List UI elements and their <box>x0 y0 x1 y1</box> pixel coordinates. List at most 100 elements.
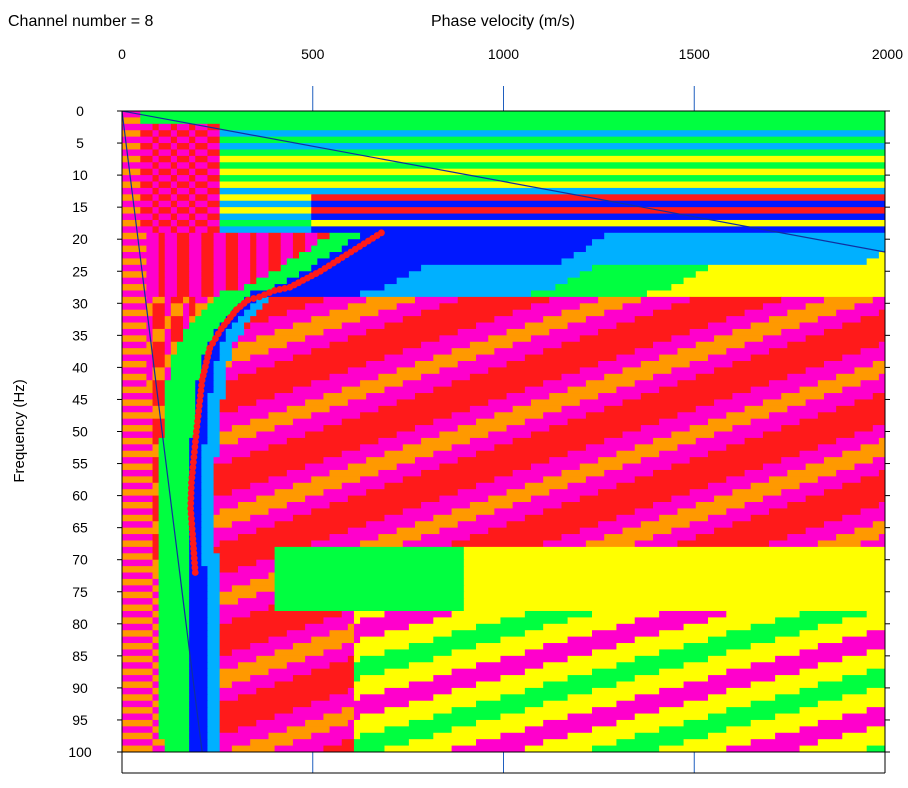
heatmap-cell <box>195 309 202 317</box>
heatmap-cell <box>201 527 215 535</box>
heatmap-cell <box>384 354 434 362</box>
heatmap-cell <box>122 585 154 593</box>
heatmap-cell <box>207 591 221 599</box>
heatmap-cell <box>152 219 160 227</box>
heatmap-cell <box>268 604 276 612</box>
heatmap-cell <box>152 200 160 208</box>
heatmap-cell <box>305 335 349 343</box>
heatmap-cell <box>506 393 550 401</box>
heatmap-cell <box>347 495 441 503</box>
heatmap-cell <box>207 187 221 195</box>
heatmap-cell <box>292 232 306 240</box>
heatmap-cell <box>616 739 685 747</box>
heatmap-cell <box>683 662 752 670</box>
heatmap-cell <box>213 527 257 535</box>
heatmap-cell <box>152 309 166 317</box>
heatmap-cell <box>384 514 434 522</box>
heatmap-cell <box>646 290 885 298</box>
heatmap-cell <box>567 482 618 490</box>
heatmap-cell <box>323 649 355 657</box>
heatmap-cell <box>152 739 166 747</box>
heatmap-cell <box>122 630 154 638</box>
heatmap-cell <box>250 610 343 618</box>
heatmap-cell <box>122 726 154 734</box>
heatmap-cell <box>476 514 526 522</box>
heatmap-cell <box>353 643 410 651</box>
heatmap-cell <box>152 360 166 368</box>
heatmap-cell <box>140 143 154 151</box>
heatmap-cell <box>842 732 885 740</box>
heatmap-cell <box>122 502 154 510</box>
heatmap-cell <box>201 495 215 503</box>
heatmap-cell <box>158 643 190 651</box>
heatmap-cell <box>219 194 312 202</box>
heatmap-cell <box>207 348 221 356</box>
heatmap-cell <box>189 617 209 625</box>
heatmap-cell <box>439 463 532 471</box>
heatmap-cell <box>237 335 257 343</box>
heatmap-cell <box>219 226 312 234</box>
heatmap-cell <box>122 143 141 151</box>
x-tick-label: 1000 <box>488 46 519 62</box>
heatmap-cell <box>781 457 825 465</box>
heatmap-cell <box>360 732 434 740</box>
heatmap-cell <box>122 309 154 317</box>
heatmap-cell <box>408 739 477 747</box>
heatmap-cell <box>207 700 221 708</box>
heatmap-cell <box>219 694 239 702</box>
heatmap-cell <box>659 745 727 752</box>
heatmap-cell <box>152 636 160 644</box>
heatmap-cell <box>463 553 885 561</box>
heatmap-cell <box>189 200 196 208</box>
heatmap-cell <box>122 232 148 240</box>
heatmap-cell <box>311 668 355 676</box>
curve-point <box>187 489 195 497</box>
heatmap-cell <box>237 264 251 272</box>
y-tick-label: 50 <box>72 424 88 440</box>
heatmap-cell <box>140 168 154 176</box>
heatmap-cell <box>268 245 282 253</box>
heatmap-cell <box>122 604 154 612</box>
heatmap-cell <box>549 489 599 497</box>
heatmap-cell <box>592 630 660 638</box>
heatmap-cell <box>707 354 752 362</box>
heatmap-cell <box>122 373 148 381</box>
heatmap-cell <box>823 296 874 304</box>
heatmap-cell <box>152 482 160 490</box>
heatmap-cell <box>213 296 245 304</box>
heatmap-cell <box>579 495 672 503</box>
heatmap-cell <box>189 187 196 195</box>
heatmap-cell <box>457 489 508 497</box>
heatmap-cell <box>122 713 154 721</box>
heatmap-cell <box>158 732 190 740</box>
curve-point <box>195 402 203 410</box>
heatmap-cell <box>195 136 209 144</box>
heatmap-cell <box>164 303 172 311</box>
heatmap-cell <box>360 636 434 644</box>
heatmap-cell <box>219 707 294 715</box>
heatmap-cell <box>689 425 733 433</box>
heatmap-cell <box>305 719 349 727</box>
heatmap-cell <box>189 284 202 292</box>
heatmap-cell <box>860 316 885 324</box>
heatmap-cell <box>219 662 239 670</box>
heatmap-cell <box>866 726 885 734</box>
heatmap-cell <box>451 348 495 356</box>
heatmap-cell <box>823 328 885 336</box>
heatmap-cell <box>421 309 514 317</box>
heatmap-cell <box>677 508 727 516</box>
heatmap-cell <box>219 732 270 740</box>
heatmap-cell <box>201 559 221 567</box>
heatmap-cell <box>213 476 270 484</box>
heatmap-cell <box>274 585 465 593</box>
heatmap-cell <box>170 322 184 330</box>
heatmap-cell <box>872 425 885 433</box>
heatmap-cell <box>158 700 190 708</box>
heatmap-cell <box>122 636 154 644</box>
heatmap-cell <box>219 123 885 131</box>
heatmap-cell <box>384 450 434 458</box>
heatmap-cell <box>183 335 215 343</box>
heatmap-cell <box>170 303 184 311</box>
y-tick-label: 45 <box>72 391 88 407</box>
